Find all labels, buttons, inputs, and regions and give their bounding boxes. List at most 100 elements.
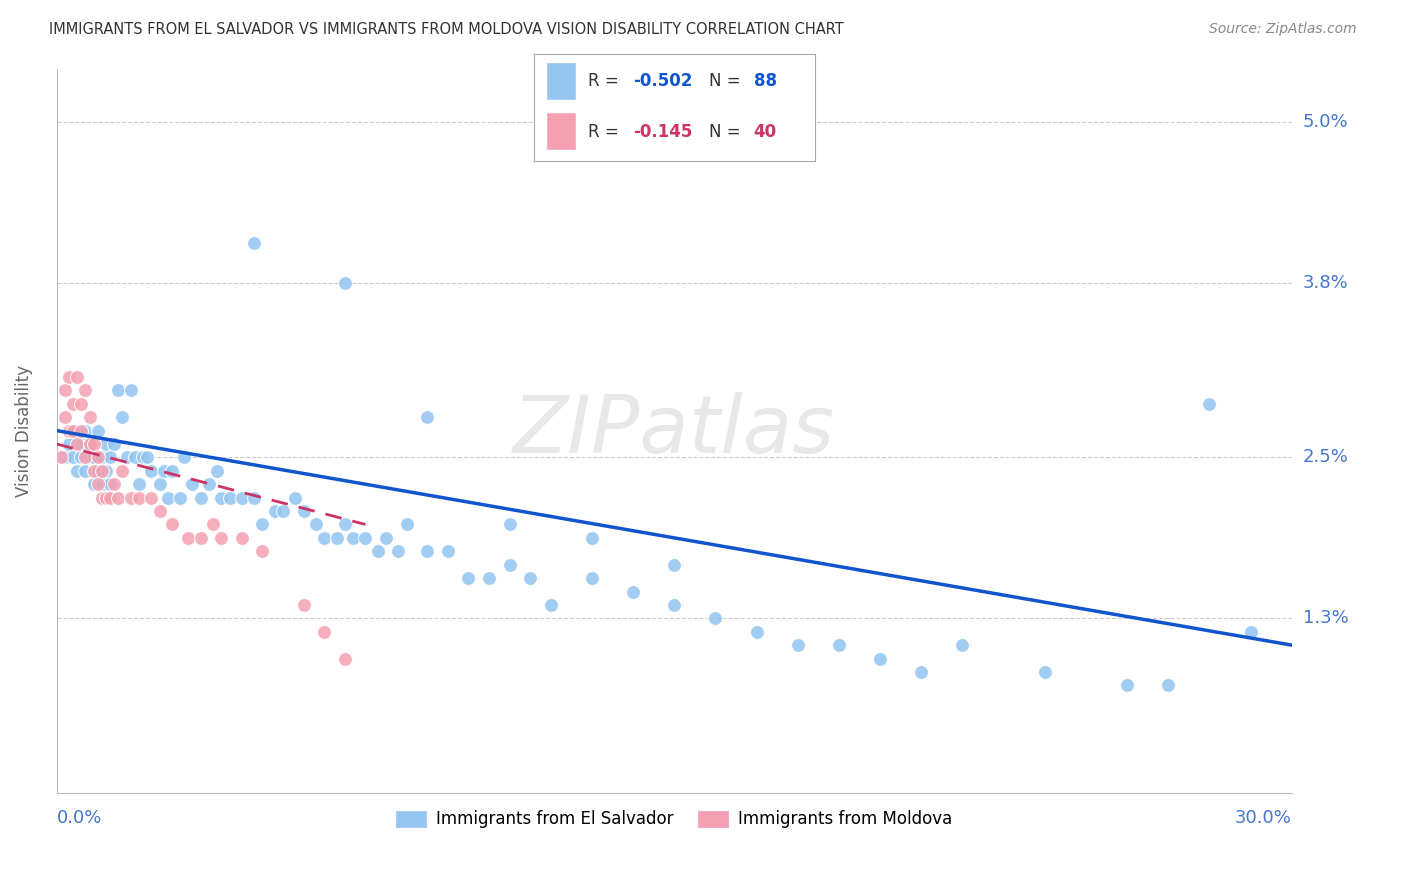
- Point: [457, 571, 479, 585]
- Point: [87, 464, 110, 478]
- Point: [75, 450, 97, 465]
- Point: [745, 624, 768, 639]
- Point: [62, 450, 84, 465]
- Point: [148, 477, 170, 491]
- Point: [190, 531, 212, 545]
- Text: N =: N =: [709, 123, 740, 141]
- Point: [263, 504, 285, 518]
- Point: [156, 491, 179, 505]
- Point: [284, 491, 307, 505]
- Point: [111, 464, 134, 478]
- Point: [243, 235, 266, 250]
- Text: ZIPatlas: ZIPatlas: [513, 392, 835, 469]
- Point: [160, 464, 183, 478]
- Point: [83, 464, 105, 478]
- Point: [79, 450, 101, 465]
- Point: [869, 651, 891, 665]
- Point: [152, 464, 174, 478]
- Point: [141, 491, 163, 505]
- Bar: [546, 62, 576, 100]
- Point: [314, 531, 336, 545]
- Point: [120, 491, 142, 505]
- Point: [58, 370, 80, 384]
- Text: IMMIGRANTS FROM EL SALVADOR VS IMMIGRANTS FROM MOLDOVA VISION DISABILITY CORRELA: IMMIGRANTS FROM EL SALVADOR VS IMMIGRANT…: [49, 22, 844, 37]
- Point: [62, 424, 84, 438]
- Point: [664, 598, 686, 612]
- Legend: Immigrants from El Salvador, Immigrants from Moldova: Immigrants from El Salvador, Immigrants …: [389, 804, 959, 835]
- Point: [498, 558, 520, 572]
- Point: [53, 410, 76, 425]
- Point: [416, 410, 439, 425]
- Point: [128, 491, 150, 505]
- Point: [231, 531, 253, 545]
- Point: [581, 531, 603, 545]
- Point: [231, 491, 253, 505]
- Point: [128, 477, 150, 491]
- Point: [83, 450, 105, 465]
- Point: [169, 491, 191, 505]
- Point: [124, 450, 146, 465]
- Point: [87, 424, 110, 438]
- Point: [66, 370, 89, 384]
- Point: [53, 384, 76, 398]
- Point: [103, 477, 125, 491]
- Point: [75, 424, 97, 438]
- Point: [79, 410, 101, 425]
- Point: [354, 531, 377, 545]
- Text: Source: ZipAtlas.com: Source: ZipAtlas.com: [1209, 22, 1357, 37]
- Point: [342, 531, 364, 545]
- Point: [205, 464, 228, 478]
- Point: [581, 571, 603, 585]
- Point: [181, 477, 204, 491]
- Point: [333, 517, 356, 532]
- Point: [252, 517, 274, 532]
- Bar: [546, 112, 576, 150]
- Point: [136, 450, 159, 465]
- Point: [49, 450, 72, 465]
- Point: [111, 410, 134, 425]
- Point: [395, 517, 418, 532]
- Point: [292, 504, 315, 518]
- Point: [252, 544, 274, 558]
- Point: [66, 424, 89, 438]
- Point: [952, 638, 974, 652]
- Point: [1198, 397, 1220, 411]
- Point: [910, 665, 932, 679]
- Point: [292, 598, 315, 612]
- Point: [58, 424, 80, 438]
- Point: [828, 638, 851, 652]
- Point: [90, 464, 112, 478]
- Text: 2.5%: 2.5%: [1303, 449, 1348, 467]
- Point: [436, 544, 458, 558]
- Point: [62, 397, 84, 411]
- Point: [58, 437, 80, 451]
- Point: [98, 450, 121, 465]
- Point: [94, 464, 117, 478]
- Point: [177, 531, 200, 545]
- Point: [202, 517, 225, 532]
- Point: [498, 517, 520, 532]
- Point: [70, 397, 93, 411]
- Point: [70, 424, 93, 438]
- Point: [90, 491, 112, 505]
- Text: 1.3%: 1.3%: [1303, 609, 1348, 627]
- Text: 88: 88: [754, 72, 776, 90]
- Text: 0.0%: 0.0%: [56, 809, 103, 827]
- Point: [160, 517, 183, 532]
- Point: [416, 544, 439, 558]
- Point: [83, 437, 105, 451]
- Text: 40: 40: [754, 123, 776, 141]
- Point: [367, 544, 389, 558]
- Point: [75, 384, 97, 398]
- Point: [66, 464, 89, 478]
- Point: [621, 584, 644, 599]
- Point: [87, 477, 110, 491]
- Point: [664, 558, 686, 572]
- Point: [314, 624, 336, 639]
- Point: [198, 477, 221, 491]
- Point: [94, 491, 117, 505]
- Point: [271, 504, 294, 518]
- Point: [173, 450, 195, 465]
- Point: [107, 384, 129, 398]
- Point: [70, 450, 93, 465]
